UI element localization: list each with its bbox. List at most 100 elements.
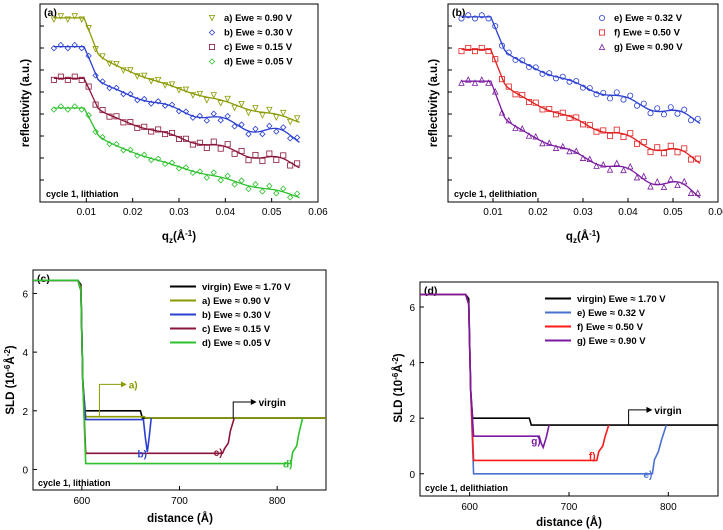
data-point-d [245,185,252,193]
data-point-f [600,127,607,134]
data-point-c [162,131,169,138]
data-point-b [175,108,183,115]
data-point-e [586,85,593,92]
fit-curve-c [53,77,300,169]
data-point-b [141,95,148,103]
y-tick-label: 6 [22,289,28,300]
panel-d-note: cycle 1, delithiation [425,483,508,493]
legend-label-e: e) Ewe ≈ 0.32 V [577,308,646,319]
data-point-g [552,144,560,151]
panel-a-x-ticks: 0.01 0.02 0.03 0.04 0.05 0.06 [40,25,328,218]
data-point-e [553,75,560,82]
sld-line-g [420,293,550,450]
data-point-g [600,161,607,168]
y-tick-label: 2 [409,414,415,425]
panel-c-label: (c) [37,273,50,285]
series-b [50,41,301,143]
data-point-f [539,106,546,113]
data-point-c [245,157,252,164]
sld-line-b [33,279,152,453]
data-point-g [498,109,506,116]
data-point-f [471,48,478,55]
data-point-a [224,95,231,103]
x-tick-label: 700 [171,496,188,507]
data-point-b [280,124,287,131]
legend-label-b: b) Ewe ≈ 0.30 V [202,310,271,321]
data-point-d [71,103,78,110]
data-point-g [593,162,600,169]
panel-c-legend: virgin) Ewe ≈ 1.70 V a) Ewe ≈ 0.90 V b) Ew… [170,282,291,349]
data-point-c [113,113,120,120]
data-point-a [92,46,99,53]
data-point-e [688,117,695,124]
data-point-g [465,76,472,83]
panel-d-y-label: SLD (10-6Å-2) [391,353,405,422]
legend-label-a: a) Ewe ≈ 0.90 V [224,13,293,24]
legend-label-b: b) Ewe ≈ 0.30 V [224,28,293,39]
data-point-e [519,57,526,64]
data-point-e [512,56,519,63]
data-point-g [654,178,661,185]
data-point-c [238,148,245,155]
x-tick-label: 800 [660,502,677,513]
legend-marker-b [208,29,216,36]
data-point-g [640,172,647,180]
data-point-a [134,73,141,80]
y-tick-label: 4 [409,359,415,370]
data-point-g [687,189,695,196]
data-point-e [566,78,573,85]
data-point-c [217,145,224,152]
data-point-c [189,141,196,148]
data-point-g [633,173,641,181]
panel-b-series [458,12,701,199]
data-point-f [465,44,472,51]
data-point-b [71,41,78,49]
data-point-d [189,169,197,177]
panel-a-reflectivity-lithiation: (a) cycle 1, lithiation 0.01 0.02 0.03 0.04… [20,3,328,245]
data-point-f [492,56,499,63]
data-point-b [203,117,210,124]
data-point-f [553,111,560,118]
arrow-virgin-line [628,409,647,426]
data-point-e [498,42,505,49]
panel-b-x-ticks: 0.01 0.02 0.03 0.04 0.05 0.06 [448,25,723,218]
data-point-a [141,72,148,80]
data-point-a [259,112,266,119]
data-point-a [182,86,190,94]
data-point-c [175,135,182,142]
data-point-g [586,155,593,163]
data-point-c [85,83,92,90]
data-point-f [498,76,505,83]
data-point-f [681,145,688,152]
data-point-f [485,48,492,55]
arrow-a-head [120,381,127,388]
data-point-d [168,159,176,166]
x-tick-label: 0.03 [573,207,593,218]
y-tick-label: 0 [22,465,28,476]
data-point-e [661,111,668,118]
data-point-c [231,150,238,157]
data-point-d [273,190,280,197]
fit-curve-e [461,16,701,125]
data-point-d [175,165,183,172]
data-point-d [57,103,65,110]
data-point-g [546,139,553,146]
data-point-c [210,138,217,145]
data-point-a [280,109,287,117]
panel-b-legend: e) Ewe ≈ 0.32 V f) Ewe ≈ 0.50 V g) Ewe ≈ 0… [598,13,683,53]
data-point-g [694,189,701,196]
data-point-f [573,114,580,121]
legend-label-d: d) Ewe ≈ 0.05 V [202,338,271,349]
data-point-b [154,98,162,105]
data-point-d [99,133,106,141]
data-point-d [127,146,134,154]
data-point-g [478,76,485,83]
panel-c-x-label: distance (Å) [147,512,213,525]
data-point-d [259,188,266,195]
data-point-g [559,142,566,150]
arrow-virgin-head [250,399,257,405]
data-point-a [238,101,245,108]
legend-label-a: a) Ewe ≈ 0.90 V [202,296,271,307]
y-tick-label: 2 [22,407,28,418]
data-point-f [505,83,512,90]
